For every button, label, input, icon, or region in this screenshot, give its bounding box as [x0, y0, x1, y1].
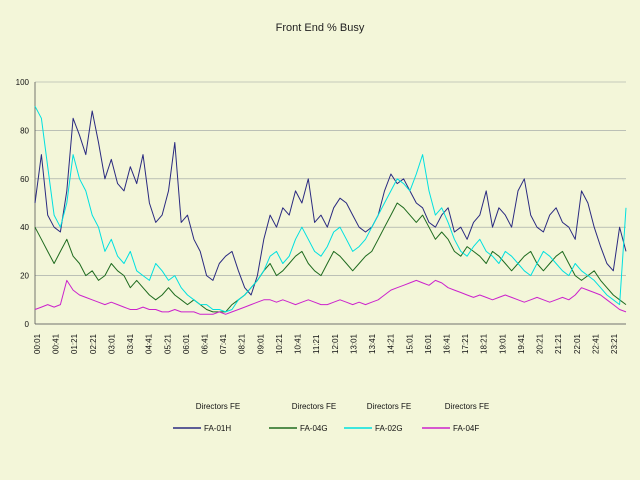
x-axis: 00:01 00:41 01:21 02:21 03:01 03:41 04:41 05:21…: [33, 333, 619, 354]
x-tick-label: 14:21: [387, 333, 396, 354]
legend-item: Directors FE FA-04F: [422, 402, 489, 433]
legend-group: Directors FE: [367, 402, 411, 411]
x-tick-label: 13:01: [349, 333, 358, 354]
legend-label: FA-02G: [375, 424, 403, 433]
x-tick-label: 23:21: [610, 333, 619, 354]
series-line-fa-04g: [34, 202, 627, 313]
y-tick-label: 80: [20, 126, 29, 135]
x-tick-label: 15:01: [405, 333, 414, 354]
x-tick-label: 17:21: [461, 333, 470, 354]
x-tick-label: 02:21: [89, 333, 98, 354]
x-tick-label: 03:41: [126, 333, 135, 354]
x-tick-label: 00:41: [52, 333, 61, 354]
x-tick-label: 22:01: [573, 333, 582, 354]
y-tick-label: 60: [20, 175, 29, 184]
x-tick-label: 12:01: [331, 333, 340, 354]
plot-area: [34, 105, 627, 315]
x-tick-label: 16:01: [424, 333, 433, 354]
x-tick-label: 07:41: [219, 333, 228, 354]
x-tick-label: 10:21: [275, 333, 284, 354]
y-tick-label: 40: [20, 223, 29, 232]
y-tick-label: 100: [16, 78, 30, 87]
x-tick-label: 01:21: [70, 333, 79, 354]
x-tick-label: 04:41: [145, 333, 154, 354]
x-tick-label: 22:41: [591, 333, 600, 354]
x-tick-label: 16:41: [442, 333, 451, 354]
legend-label: FA-04G: [300, 424, 328, 433]
x-tick-label: 20:21: [536, 333, 545, 354]
series-line-fa-01h: [34, 110, 627, 296]
x-tick-label: 00:01: [33, 333, 42, 354]
series-line-fa-02g: [34, 105, 627, 313]
x-tick-label: 19:41: [517, 333, 526, 354]
y-axis: 0 20 40 60 80 100: [16, 78, 626, 329]
legend-group: Directors FE: [292, 402, 336, 411]
x-tick-label: 21:21: [554, 333, 563, 354]
x-tick-label: 18:21: [480, 333, 489, 354]
x-tick-label: 13:41: [368, 333, 377, 354]
x-tick-label: 08:21: [238, 333, 247, 354]
x-tick-label: 06:41: [201, 333, 210, 354]
legend-item: Directors FE FA-01H: [173, 402, 240, 433]
legend-item: Directors FE FA-02G: [344, 402, 411, 433]
legend-group: Directors FE: [196, 402, 240, 411]
legend-item: Directors FE FA-04G: [269, 402, 336, 433]
x-tick-label: 05:21: [163, 333, 172, 354]
series-line-fa-04f: [34, 279, 627, 315]
x-tick-label: 11:21: [312, 334, 321, 354]
y-tick-label: 20: [20, 272, 29, 281]
legend-group: Directors FE: [445, 402, 489, 411]
legend-label: FA-01H: [204, 424, 231, 433]
gridlines: [35, 81, 626, 325]
x-tick-label: 19:01: [498, 333, 507, 354]
y-tick-label: 0: [25, 320, 30, 329]
chart-title: Front End % Busy: [276, 22, 365, 34]
x-tick-label: 03:01: [107, 333, 116, 354]
x-tick-label: 10:41: [294, 333, 303, 354]
legend-label: FA-04F: [453, 424, 479, 433]
x-tick-label: 06:01: [182, 333, 191, 354]
x-tick-label: 09:01: [256, 333, 265, 354]
